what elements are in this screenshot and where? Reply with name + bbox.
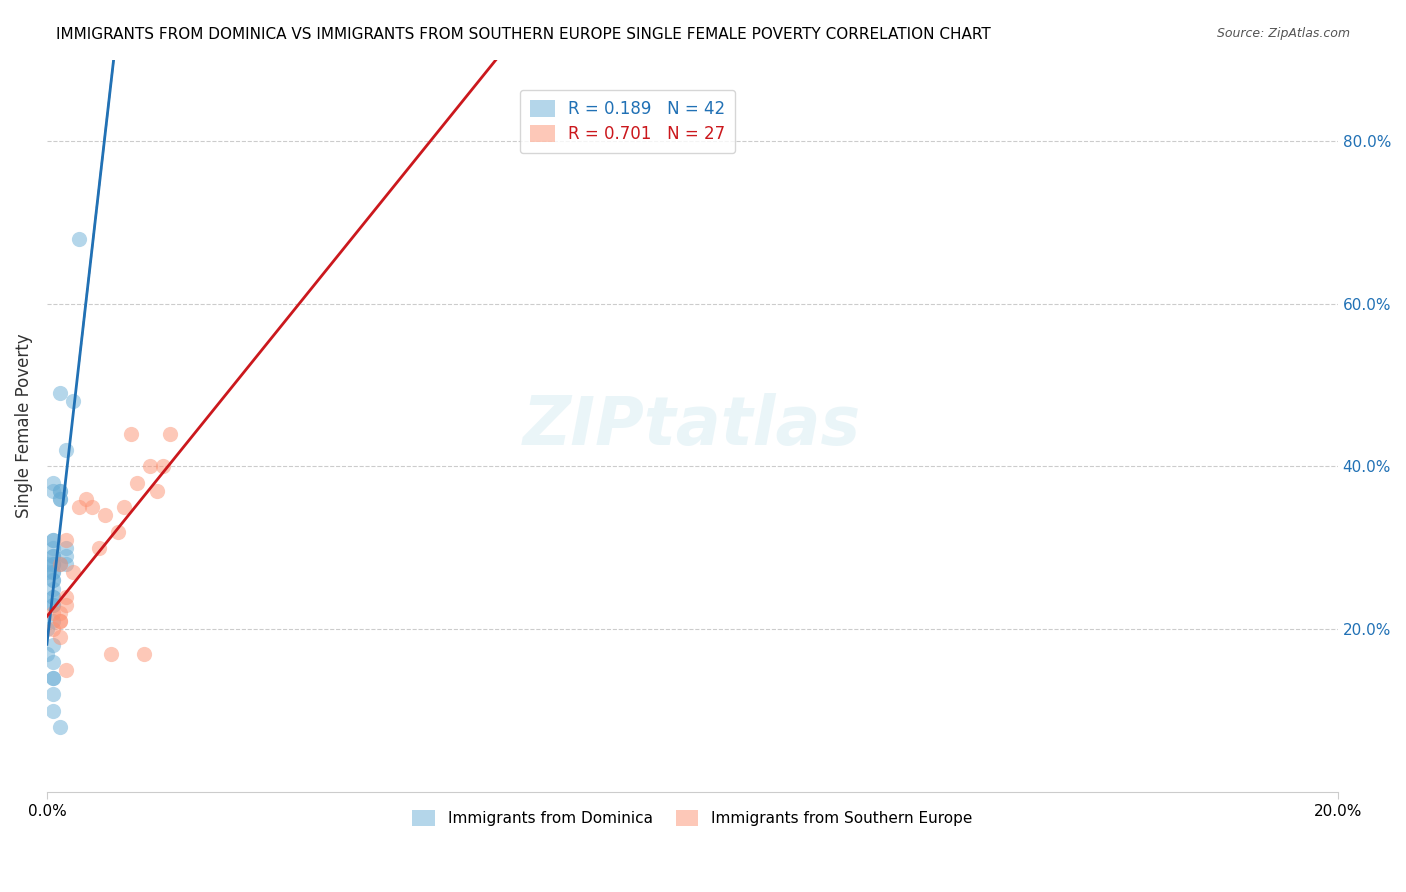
- Immigrants from Southern Europe: [67, 500, 90, 515]
- Immigrants from Southern Europe: [55, 598, 77, 612]
- Immigrants from Dominica: [42, 582, 65, 596]
- Immigrants from Dominica: [42, 574, 65, 588]
- Text: ZIPtatlas: ZIPtatlas: [523, 392, 862, 458]
- Legend: Immigrants from Dominica, Immigrants from Southern Europe: Immigrants from Dominica, Immigrants fro…: [404, 801, 981, 836]
- Immigrants from Southern Europe: [62, 566, 84, 580]
- Immigrants from Dominica: [42, 557, 65, 571]
- Immigrants from Southern Europe: [120, 426, 142, 441]
- Text: IMMIGRANTS FROM DOMINICA VS IMMIGRANTS FROM SOUTHERN EUROPE SINGLE FEMALE POVERT: IMMIGRANTS FROM DOMINICA VS IMMIGRANTS F…: [56, 27, 991, 42]
- Immigrants from Southern Europe: [42, 622, 65, 636]
- Immigrants from Dominica: [55, 541, 77, 555]
- Immigrants from Dominica: [49, 557, 72, 571]
- Immigrants from Southern Europe: [75, 491, 97, 506]
- Immigrants from Dominica: [49, 720, 72, 734]
- Immigrants from Dominica: [42, 557, 65, 571]
- Immigrants from Dominica: [42, 541, 65, 555]
- Immigrants from Dominica: [42, 704, 65, 718]
- Immigrants from Dominica: [49, 483, 72, 498]
- Immigrants from Dominica: [42, 614, 65, 628]
- Immigrants from Dominica: [42, 671, 65, 685]
- Immigrants from Southern Europe: [145, 483, 167, 498]
- Immigrants from Dominica: [49, 483, 72, 498]
- Immigrants from Dominica: [42, 566, 65, 580]
- Immigrants from Dominica: [42, 549, 65, 563]
- Immigrants from Southern Europe: [132, 647, 155, 661]
- Immigrants from Southern Europe: [55, 533, 77, 547]
- Immigrants from Southern Europe: [94, 508, 117, 523]
- Immigrants from Dominica: [42, 549, 65, 563]
- Immigrants from Dominica: [42, 655, 65, 669]
- Immigrants from Dominica: [42, 590, 65, 604]
- Immigrants from Dominica: [42, 590, 65, 604]
- Immigrants from Dominica: [55, 549, 77, 563]
- Immigrants from Southern Europe: [49, 557, 72, 571]
- Y-axis label: Single Female Poverty: Single Female Poverty: [15, 334, 32, 518]
- Immigrants from Dominica: [42, 639, 65, 653]
- Immigrants from Dominica: [49, 386, 72, 401]
- Immigrants from Dominica: [35, 566, 58, 580]
- Immigrants from Dominica: [49, 491, 72, 506]
- Immigrants from Dominica: [42, 533, 65, 547]
- Immigrants from Dominica: [35, 647, 58, 661]
- Immigrants from Dominica: [42, 671, 65, 685]
- Immigrants from Dominica: [67, 232, 90, 246]
- Immigrants from Southern Europe: [42, 606, 65, 620]
- Immigrants from Southern Europe: [107, 524, 129, 539]
- Immigrants from Southern Europe: [100, 647, 122, 661]
- Immigrants from Southern Europe: [55, 663, 77, 677]
- Immigrants from Dominica: [42, 533, 65, 547]
- Immigrants from Dominica: [55, 443, 77, 458]
- Immigrants from Dominica: [49, 491, 72, 506]
- Immigrants from Southern Europe: [127, 475, 149, 490]
- Immigrants from Southern Europe: [49, 606, 72, 620]
- Immigrants from Southern Europe: [49, 631, 72, 645]
- Immigrants from Southern Europe: [55, 590, 77, 604]
- Immigrants from Southern Europe: [112, 500, 135, 515]
- Immigrants from Southern Europe: [49, 614, 72, 628]
- Immigrants from Southern Europe: [159, 426, 181, 441]
- Immigrants from Dominica: [42, 566, 65, 580]
- Immigrants from Southern Europe: [80, 500, 103, 515]
- Immigrants from Dominica: [42, 598, 65, 612]
- Immigrants from Southern Europe: [49, 614, 72, 628]
- Immigrants from Southern Europe: [152, 459, 174, 474]
- Text: Source: ZipAtlas.com: Source: ZipAtlas.com: [1216, 27, 1350, 40]
- Immigrants from Dominica: [42, 475, 65, 490]
- Immigrants from Dominica: [62, 394, 84, 409]
- Immigrants from Dominica: [42, 598, 65, 612]
- Immigrants from Dominica: [42, 483, 65, 498]
- Immigrants from Dominica: [35, 622, 58, 636]
- Immigrants from Southern Europe: [87, 541, 110, 555]
- Immigrants from Dominica: [35, 557, 58, 571]
- Immigrants from Dominica: [42, 574, 65, 588]
- Immigrants from Dominica: [42, 687, 65, 701]
- Immigrants from Southern Europe: [139, 459, 162, 474]
- Immigrants from Dominica: [55, 557, 77, 571]
